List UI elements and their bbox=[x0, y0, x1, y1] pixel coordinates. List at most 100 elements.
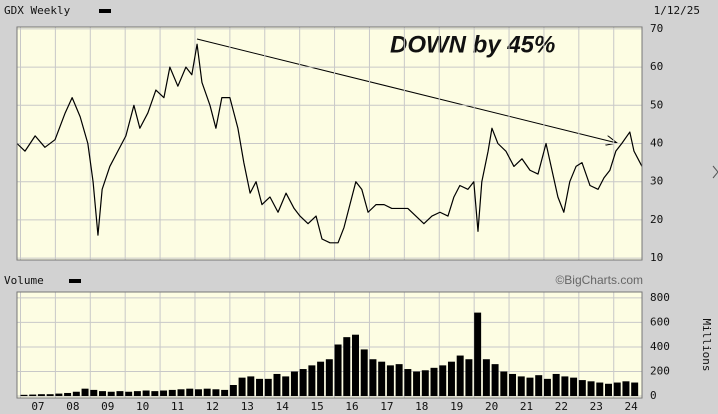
volume-bar bbox=[474, 312, 482, 397]
scroll-chevron[interactable] bbox=[712, 165, 718, 179]
volume-bar bbox=[578, 380, 586, 397]
volume-bar bbox=[212, 389, 220, 397]
plot-frame bbox=[16, 291, 643, 399]
volume-bar bbox=[90, 389, 98, 397]
volume-bar bbox=[282, 376, 290, 397]
volume-bar bbox=[72, 391, 80, 397]
volume-bar bbox=[151, 391, 159, 397]
volume-bar bbox=[334, 344, 342, 397]
date-label: 1/12/25 bbox=[654, 4, 700, 17]
volume-bar bbox=[543, 378, 551, 397]
volume-bar bbox=[229, 384, 237, 397]
volume-bar bbox=[46, 394, 54, 397]
x-tick-label: 20 bbox=[485, 400, 498, 413]
volume-bar bbox=[447, 361, 455, 397]
volume-bar bbox=[221, 389, 229, 397]
y-tick-label: 600 bbox=[650, 315, 670, 328]
volume-bar bbox=[378, 361, 386, 397]
volume-bar bbox=[413, 371, 421, 397]
x-tick-label: 13 bbox=[241, 400, 254, 413]
volume-bar bbox=[360, 349, 368, 397]
volume-bar bbox=[596, 382, 604, 397]
y-tick-label: 200 bbox=[650, 365, 670, 378]
marks: 10 20 30 40 50 60 70 0 200 400 600 800 07 08 09 10 11 12 1… bbox=[16, 22, 670, 413]
volume-bar bbox=[256, 378, 264, 397]
y-tick-label: 30 bbox=[650, 175, 663, 188]
x-tick-label: 12 bbox=[206, 400, 219, 413]
volume-bar bbox=[317, 361, 325, 397]
x-tick-label: 16 bbox=[345, 400, 358, 413]
volume-bar bbox=[186, 388, 194, 397]
chart-title: GDX Weekly bbox=[4, 4, 71, 17]
x-tick-label: 14 bbox=[276, 400, 290, 413]
volume-bar bbox=[526, 377, 534, 397]
volume-bar bbox=[430, 367, 438, 397]
volume-bar bbox=[64, 392, 72, 397]
x-tick-label: 17 bbox=[380, 400, 393, 413]
volume-bar bbox=[247, 376, 255, 397]
volume-bar bbox=[264, 378, 272, 397]
volume-title: Volume bbox=[4, 274, 44, 287]
volume-bar bbox=[404, 369, 412, 397]
y-tick-label: 50 bbox=[650, 98, 663, 111]
volume-bar bbox=[142, 390, 150, 397]
volume-bar bbox=[491, 364, 499, 397]
x-tick-label: 24 bbox=[625, 400, 639, 413]
y-tick-label: 60 bbox=[650, 60, 663, 73]
plot-frame bbox=[16, 26, 643, 261]
volume-bar bbox=[299, 369, 307, 397]
y-tick-label: 40 bbox=[650, 137, 663, 150]
y-tick-label: 0 bbox=[650, 389, 657, 402]
volume-bar bbox=[116, 391, 124, 397]
y-axis-label: Millions bbox=[700, 319, 713, 372]
volume-bar bbox=[203, 388, 211, 397]
trend-arrow bbox=[196, 38, 617, 143]
volume-bar bbox=[587, 381, 595, 397]
volume-bar bbox=[107, 391, 115, 397]
price-line bbox=[16, 43, 643, 244]
annotation: DOWN by 45% bbox=[390, 31, 555, 58]
volume-bar bbox=[133, 391, 141, 397]
y-tick-label: 800 bbox=[650, 291, 670, 304]
volume-bar bbox=[273, 373, 281, 397]
volume-bar bbox=[622, 381, 630, 397]
volume-bar bbox=[421, 370, 429, 397]
x-tick-label: 11 bbox=[171, 400, 184, 413]
volume-bar bbox=[168, 389, 176, 397]
legend-swatch bbox=[99, 9, 111, 13]
volume-bar bbox=[439, 365, 447, 397]
volume-bar bbox=[325, 359, 333, 397]
x-tick-label: 23 bbox=[590, 400, 603, 413]
volume-bar bbox=[352, 334, 359, 397]
volume-bar bbox=[613, 382, 621, 397]
y-tick-label: 70 bbox=[650, 22, 663, 35]
volume-bar bbox=[456, 355, 464, 397]
x-tick-label: 18 bbox=[415, 400, 428, 413]
x-tick-label: 19 bbox=[450, 400, 463, 413]
volume-bar bbox=[535, 375, 543, 397]
volume-bar bbox=[29, 394, 37, 397]
y-tick-label: 10 bbox=[650, 251, 663, 264]
y-tick-label: 20 bbox=[650, 213, 663, 226]
x-tick-label: 22 bbox=[555, 400, 568, 413]
x-tick-label: 15 bbox=[310, 400, 323, 413]
x-tick-label: 07 bbox=[31, 400, 44, 413]
volume-bar bbox=[290, 371, 298, 397]
x-tick-label: 08 bbox=[66, 400, 79, 413]
x-tick-label: 10 bbox=[136, 400, 149, 413]
volume-bar bbox=[125, 391, 133, 397]
volume-bar bbox=[552, 373, 560, 397]
volume-bar bbox=[308, 365, 316, 397]
volume-bar bbox=[395, 364, 403, 397]
source-label: ©BigCharts.com bbox=[555, 273, 643, 287]
volume-bar bbox=[20, 394, 28, 397]
x-tick-label: 09 bbox=[101, 400, 114, 413]
volume-bar bbox=[37, 394, 45, 397]
volume-bar bbox=[482, 359, 490, 397]
volume-bar bbox=[81, 388, 89, 397]
volume-bar bbox=[343, 337, 351, 397]
x-tick-label: 21 bbox=[520, 400, 533, 413]
volume-bar bbox=[369, 359, 377, 397]
legend-swatch bbox=[69, 279, 81, 283]
